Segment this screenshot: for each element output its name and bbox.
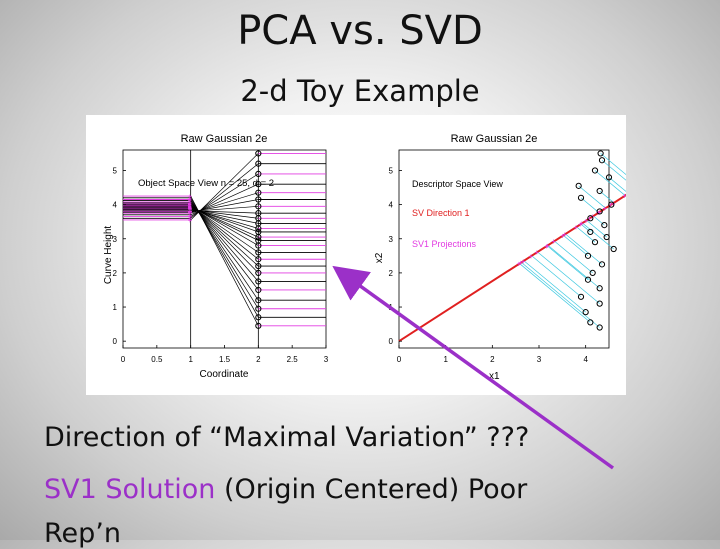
sv1-projection-marker: + xyxy=(562,230,567,239)
right-plot-title: Raw Gaussian 2e xyxy=(451,133,538,145)
object-space-plot: Raw Gaussian 2e ++++++++++++++++++++++++… xyxy=(103,133,329,380)
left-ytick-label: 0 xyxy=(113,337,118,346)
left-ytick-label: 1 xyxy=(113,303,118,312)
right-ytick-label: 1 xyxy=(389,303,394,312)
right-xtick-label: 4 xyxy=(583,355,588,364)
data-point xyxy=(602,223,607,228)
right-ytick-label: 0 xyxy=(389,337,394,346)
left-xtick-label: 2 xyxy=(256,355,261,364)
sv1-projection-marker: + xyxy=(603,204,608,213)
data-point xyxy=(597,188,602,193)
sv1-projection-marker: + xyxy=(551,237,556,246)
left-xlabel: Coordinate xyxy=(200,369,249,380)
slide-title: PCA vs. SVD xyxy=(0,8,720,54)
sv1-projection-marker: + xyxy=(579,219,584,228)
projection-line xyxy=(532,256,581,297)
slide-subtitle: 2-d Toy Example xyxy=(0,74,720,108)
sv1-solution-highlight: SV1 Solution xyxy=(44,474,215,505)
descriptor-space-plot: Raw Gaussian 2e ++++++++++++++++++++++++… xyxy=(374,133,626,382)
body-line-2-rest: (Origin Centered) Poor xyxy=(215,474,527,505)
data-point xyxy=(592,240,597,245)
body-line-1: Direction of “Maximal Variation” ??? xyxy=(44,422,529,453)
x1-data-marker: + xyxy=(188,192,193,201)
sv1-projection-marker: + xyxy=(545,241,550,250)
sv1-projection-marker: + xyxy=(529,252,534,261)
sv1-projection-marker: + xyxy=(535,248,540,257)
projection-line xyxy=(577,227,595,242)
object-line-cross-segment xyxy=(191,200,259,213)
left-xtick-label: 2.5 xyxy=(287,355,299,364)
legend-descriptor-space: Descriptor Space View xyxy=(412,179,503,189)
sv1-projection-marker: + xyxy=(518,258,523,267)
left-xtick-label: 1.5 xyxy=(219,355,231,364)
left-ylabel: Curve Height xyxy=(103,226,114,285)
left-plot-title: Raw Gaussian 2e xyxy=(181,133,268,145)
right-xtick-label: 2 xyxy=(490,355,495,364)
left-xtick-label: 0.5 xyxy=(151,355,163,364)
legend-sv1-projections: SV1 Projections xyxy=(412,239,477,249)
projection-line xyxy=(595,170,625,195)
left-xtick-label: 3 xyxy=(324,355,329,364)
left-ytick-label: 4 xyxy=(113,201,118,210)
sv1-projection-marker: + xyxy=(574,223,579,232)
projection-line xyxy=(565,234,602,264)
left-xtick-label: 1 xyxy=(188,355,193,364)
object-line-cross-segment xyxy=(191,196,259,326)
data-point xyxy=(588,320,593,325)
figure-svg: Raw Gaussian 2e ++++++++++++++++++++++++… xyxy=(86,115,626,395)
data-point xyxy=(611,246,616,251)
right-ylabel: x2 xyxy=(374,252,385,263)
right-ytick-label: 5 xyxy=(389,166,394,175)
body-line-3: Rep’n xyxy=(44,518,121,549)
right-xtick-label: 1 xyxy=(443,355,448,364)
data-point xyxy=(604,234,609,239)
body-line-2: SV1 Solution (Origin Centered) Poor xyxy=(44,474,527,505)
right-xlabel: x1 xyxy=(489,371,500,382)
left-ytick-label: 5 xyxy=(113,166,118,175)
right-xtick-label: 0 xyxy=(397,355,402,364)
figure-panel: Raw Gaussian 2e ++++++++++++++++++++++++… xyxy=(86,115,626,395)
legend-sv-direction: SV Direction 1 xyxy=(412,208,470,218)
right-ytick-label: 4 xyxy=(389,201,394,210)
sv1-projection-marker: + xyxy=(625,189,626,198)
left-xtick-label: 0 xyxy=(121,355,126,364)
object-space-annotation: Object Space View n = 25, d = 2 xyxy=(138,178,274,189)
data-point xyxy=(588,229,593,234)
right-ytick-label: 3 xyxy=(389,235,394,244)
data-point xyxy=(598,151,603,156)
projection-line xyxy=(521,262,599,327)
right-xtick-label: 3 xyxy=(537,355,542,364)
data-point xyxy=(576,183,581,188)
right-ytick-label: 2 xyxy=(389,269,394,278)
